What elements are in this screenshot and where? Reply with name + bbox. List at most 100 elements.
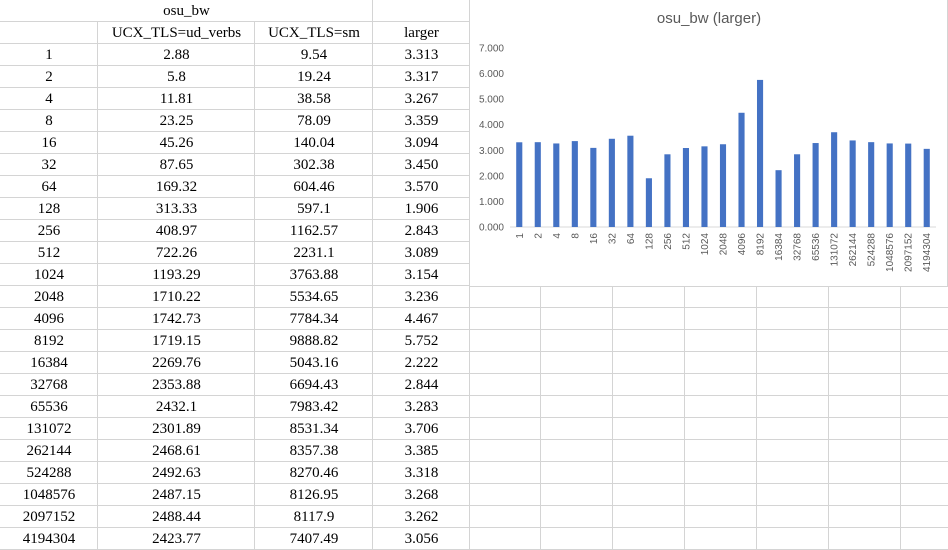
data-cell[interactable]: 32 xyxy=(41,157,57,173)
data-cell[interactable]: 2.88 xyxy=(163,47,190,63)
bar[interactable] xyxy=(849,140,856,227)
data-cell[interactable]: 16384 xyxy=(30,355,68,371)
data-cell[interactable]: 2048 xyxy=(34,289,64,305)
data-cell[interactable]: 2353.88 xyxy=(152,377,201,393)
data-cell[interactable]: 5.8 xyxy=(167,69,186,85)
bar[interactable] xyxy=(923,148,930,227)
data-cell[interactable]: 5534.65 xyxy=(289,289,339,305)
data-cell[interactable]: 87.65 xyxy=(159,157,194,173)
data-cell[interactable]: 65536 xyxy=(30,399,68,415)
bar[interactable] xyxy=(886,143,893,227)
data-cell[interactable]: 4.467 xyxy=(404,311,439,327)
data-cell[interactable]: 4194304 xyxy=(22,531,76,547)
data-cell[interactable]: 2.844 xyxy=(404,377,439,393)
bar[interactable] xyxy=(664,154,671,227)
data-cell[interactable]: 2492.63 xyxy=(152,465,201,481)
data-cell[interactable]: 1024 xyxy=(34,267,64,283)
data-cell[interactable]: 7784.34 xyxy=(289,311,339,327)
bar[interactable] xyxy=(756,79,764,227)
bar[interactable] xyxy=(868,142,875,227)
data-cell[interactable]: 3.262 xyxy=(404,509,439,525)
data-cell[interactable]: 45.26 xyxy=(159,135,194,151)
data-cell[interactable]: 524288 xyxy=(26,465,72,481)
data-cell[interactable]: 8192 xyxy=(34,333,64,349)
data-cell[interactable]: 2.222 xyxy=(404,355,439,371)
header-cell[interactable]: UCX_TLS=ud_verbs xyxy=(111,25,242,41)
bar[interactable] xyxy=(738,112,745,227)
data-cell[interactable]: 9.54 xyxy=(300,47,328,63)
bar[interactable] xyxy=(627,135,634,227)
data-cell[interactable]: 313.33 xyxy=(155,201,198,217)
bar[interactable] xyxy=(682,148,690,227)
data-cell[interactable]: 8117.9 xyxy=(293,509,335,525)
data-cell[interactable]: 2301.89 xyxy=(152,421,201,437)
data-cell[interactable]: 1 xyxy=(45,47,53,63)
bar[interactable] xyxy=(534,142,541,227)
bar[interactable] xyxy=(553,143,560,227)
data-cell[interactable]: 140.04 xyxy=(293,135,335,151)
data-cell[interactable]: 2097152 xyxy=(22,509,76,525)
bar[interactable] xyxy=(831,132,838,227)
data-cell[interactable]: 2.843 xyxy=(404,223,439,239)
data-cell[interactable]: 3.154 xyxy=(404,267,439,283)
data-cell[interactable]: 32768 xyxy=(30,377,68,393)
data-cell[interactable]: 8531.34 xyxy=(289,421,339,437)
bar[interactable] xyxy=(516,142,523,227)
data-cell[interactable]: 8 xyxy=(45,113,53,129)
bar[interactable] xyxy=(590,147,597,227)
data-cell[interactable]: 78.09 xyxy=(297,113,331,129)
bar[interactable] xyxy=(905,143,912,227)
data-cell[interactable]: 3.283 xyxy=(404,399,439,415)
data-cell[interactable]: 9888.82 xyxy=(289,333,339,349)
data-cell[interactable]: 169.32 xyxy=(155,179,198,195)
data-cell[interactable]: 38.58 xyxy=(297,91,331,107)
data-cell[interactable]: 8357.38 xyxy=(289,443,339,459)
data-cell[interactable]: 302.38 xyxy=(293,157,335,173)
data-cell[interactable]: 2231.1 xyxy=(293,245,335,261)
bar[interactable] xyxy=(701,146,708,227)
bar[interactable] xyxy=(812,143,819,227)
data-cell[interactable]: 2487.15 xyxy=(152,487,201,503)
data-cell[interactable]: 1048576 xyxy=(22,487,76,503)
sheet-title-cell[interactable]: osu_bw xyxy=(163,3,210,19)
data-cell[interactable]: 1162.57 xyxy=(289,223,339,239)
data-cell[interactable]: 256 xyxy=(37,223,61,239)
data-cell[interactable]: 128 xyxy=(37,201,61,217)
data-cell[interactable]: 3.236 xyxy=(404,289,439,305)
header-cell[interactable]: UCX_TLS=sm xyxy=(268,25,360,41)
data-cell[interactable]: 408.97 xyxy=(155,223,198,239)
data-cell[interactable]: 2488.44 xyxy=(152,509,201,525)
data-cell[interactable]: 1193.29 xyxy=(152,267,201,283)
data-cell[interactable]: 19.24 xyxy=(297,69,331,85)
data-cell[interactable]: 7407.49 xyxy=(289,531,339,547)
data-cell[interactable]: 3.268 xyxy=(404,487,439,503)
data-cell[interactable]: 5.752 xyxy=(404,333,439,349)
data-cell[interactable]: 2423.77 xyxy=(152,531,201,547)
bar[interactable] xyxy=(719,144,727,227)
data-cell[interactable]: 3.318 xyxy=(404,465,439,481)
data-cell[interactable]: 7983.42 xyxy=(289,399,339,415)
data-cell[interactable]: 512 xyxy=(37,245,61,261)
data-cell[interactable]: 3.089 xyxy=(404,245,439,261)
bar[interactable] xyxy=(645,178,652,227)
data-cell[interactable]: 64 xyxy=(41,179,57,195)
bar[interactable] xyxy=(775,170,782,227)
data-cell[interactable]: 3.313 xyxy=(404,47,439,63)
data-cell[interactable]: 1719.15 xyxy=(152,333,201,349)
bar-chart[interactable]: osu_bw (larger) 0.000 1.000 2.000 3.000 4.00… xyxy=(470,0,948,287)
data-cell[interactable]: 3.450 xyxy=(404,157,439,173)
bar[interactable] xyxy=(794,154,801,227)
bar[interactable] xyxy=(571,141,578,227)
data-cell[interactable]: 23.25 xyxy=(159,113,194,129)
data-cell[interactable]: 6694.43 xyxy=(289,377,339,393)
data-cell[interactable]: 1.906 xyxy=(404,201,439,217)
data-cell[interactable]: 4096 xyxy=(34,311,64,327)
data-cell[interactable]: 3.570 xyxy=(404,179,439,195)
data-cell[interactable]: 131072 xyxy=(26,421,72,437)
data-cell[interactable]: 8270.46 xyxy=(289,465,339,481)
data-cell[interactable]: 2432.1 xyxy=(155,399,198,415)
header-cell[interactable]: larger xyxy=(404,25,439,41)
data-cell[interactable]: 3763.88 xyxy=(289,267,339,283)
data-cell[interactable]: 262144 xyxy=(26,443,72,459)
data-cell[interactable]: 11.81 xyxy=(159,91,194,107)
